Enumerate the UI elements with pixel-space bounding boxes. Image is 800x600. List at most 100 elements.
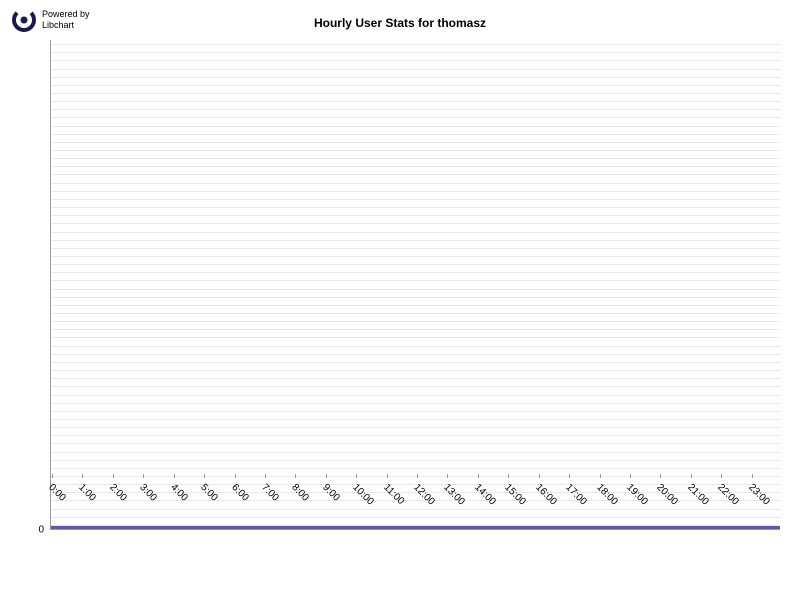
- gridline: [51, 191, 780, 192]
- gridline: [51, 346, 780, 347]
- x-axis-label: 0:00: [46, 482, 68, 504]
- x-tick: [113, 474, 114, 478]
- gridline: [51, 272, 780, 273]
- x-axis-label: 11:00: [381, 482, 406, 507]
- x-tick: [752, 474, 753, 478]
- x-tick: [235, 474, 236, 478]
- powered-by-text: Powered by Libchart: [42, 9, 90, 31]
- x-axis-label: 15:00: [502, 482, 527, 507]
- y-axis-label-0: 0: [38, 525, 50, 536]
- x-axis-label: 17:00: [563, 482, 588, 507]
- x-axis-label: 7:00: [259, 482, 281, 504]
- gridline: [51, 362, 780, 363]
- gridline: [51, 199, 780, 200]
- chart-title: Hourly User Stats for thomasz: [314, 16, 486, 30]
- x-tick: [82, 474, 83, 478]
- gridline: [51, 395, 780, 396]
- gridline: [51, 329, 780, 330]
- x-tick: [174, 474, 175, 478]
- gridline: [51, 280, 780, 281]
- gridlines: [51, 40, 780, 529]
- gridline: [51, 305, 780, 306]
- gridline: [51, 183, 780, 184]
- gridline: [51, 126, 780, 127]
- gridline: [51, 427, 780, 428]
- x-axis-label: 20:00: [655, 482, 680, 507]
- x-tick: [600, 474, 601, 478]
- x-axis-label: 2:00: [107, 482, 129, 504]
- gridline: [51, 435, 780, 436]
- gridline: [51, 460, 780, 461]
- x-axis-label: 18:00: [594, 482, 619, 507]
- gridline: [51, 256, 780, 257]
- gridline: [51, 240, 780, 241]
- gridline: [51, 158, 780, 159]
- gridline: [51, 378, 780, 379]
- gridline: [51, 93, 780, 94]
- x-tick: [143, 474, 144, 478]
- x-axis-label: 19:00: [624, 482, 649, 507]
- gridline: [51, 101, 780, 102]
- x-tick: [539, 474, 540, 478]
- gridline: [51, 223, 780, 224]
- chart-container: 0 0:001:002:003:004:005:006:007:008:009:…: [50, 40, 780, 530]
- gridline: [51, 117, 780, 118]
- gridline: [51, 60, 780, 61]
- x-tick: [660, 474, 661, 478]
- x-axis-label: 23:00: [746, 482, 771, 507]
- gridline: [51, 109, 780, 110]
- gridline: [51, 443, 780, 444]
- gridline: [51, 248, 780, 249]
- x-tick: [569, 474, 570, 478]
- gridline: [51, 142, 780, 143]
- x-axis-label: 10:00: [350, 482, 375, 507]
- x-tick: [691, 474, 692, 478]
- gridline: [51, 215, 780, 216]
- gridline: [51, 370, 780, 371]
- gridline: [51, 337, 780, 338]
- gridline: [51, 44, 780, 45]
- powered-line1: Powered by: [42, 9, 90, 20]
- gridline: [51, 321, 780, 322]
- x-axis-labels: 0:001:002:003:004:005:006:007:008:009:00…: [50, 478, 780, 538]
- x-axis-label: 9:00: [320, 482, 342, 504]
- x-tick: [508, 474, 509, 478]
- gridline: [51, 69, 780, 70]
- gridline: [51, 166, 780, 167]
- gridline: [51, 411, 780, 412]
- x-tick: [721, 474, 722, 478]
- x-axis-label: 14:00: [472, 482, 497, 507]
- x-axis-label: 6:00: [229, 482, 251, 504]
- gridline: [51, 476, 780, 477]
- gridline: [51, 403, 780, 404]
- x-axis-label: 8:00: [290, 482, 312, 504]
- gridline: [51, 297, 780, 298]
- x-tick: [417, 474, 418, 478]
- gridline: [51, 289, 780, 290]
- x-axis-label: 21:00: [685, 482, 710, 507]
- plot-area: [50, 40, 780, 530]
- x-tick: [52, 474, 53, 478]
- gridline: [51, 85, 780, 86]
- x-axis-label: 12:00: [411, 482, 436, 507]
- x-axis-label: 5:00: [198, 482, 220, 504]
- gridline: [51, 134, 780, 135]
- x-tick: [356, 474, 357, 478]
- x-axis-label: 1:00: [77, 482, 99, 504]
- gridline: [51, 452, 780, 453]
- x-axis-label: 16:00: [533, 482, 558, 507]
- x-axis-label: 13:00: [442, 482, 467, 507]
- x-axis-label: 22:00: [715, 482, 740, 507]
- gridline: [51, 174, 780, 175]
- x-tick: [295, 474, 296, 478]
- gridline: [51, 419, 780, 420]
- gridline: [51, 232, 780, 233]
- x-axis-label: 3:00: [137, 482, 159, 504]
- x-tick: [265, 474, 266, 478]
- x-tick: [447, 474, 448, 478]
- x-tick: [630, 474, 631, 478]
- powered-line2: Libchart: [42, 20, 90, 31]
- gridline: [51, 468, 780, 469]
- x-tick: [478, 474, 479, 478]
- gridline: [51, 52, 780, 53]
